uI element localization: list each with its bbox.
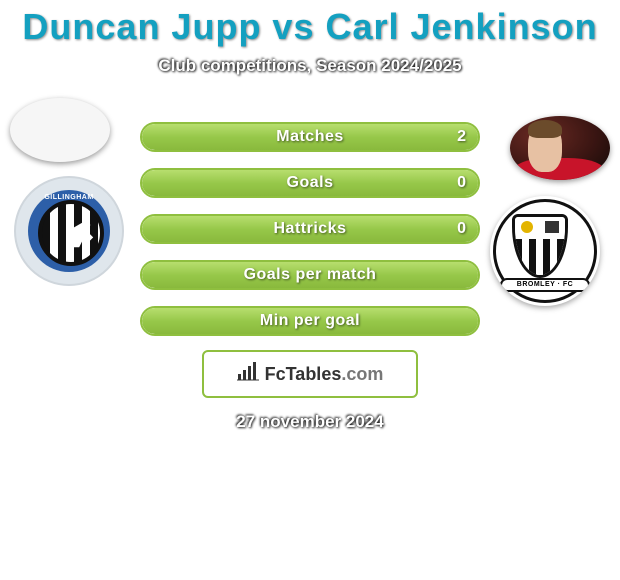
bar-label: Hattricks bbox=[142, 216, 478, 242]
player-left-avatar bbox=[10, 98, 110, 162]
club-left-badge: GILLINGHAM bbox=[14, 176, 124, 286]
bar-label: Goals per match bbox=[142, 262, 478, 288]
sun-icon bbox=[521, 221, 533, 233]
castle-icon bbox=[545, 221, 559, 233]
club-right-banner: BROMLEY · FC bbox=[500, 278, 590, 292]
bar-chart-icon bbox=[237, 362, 259, 387]
brand-name: FcTables bbox=[265, 364, 342, 384]
shield-top bbox=[515, 217, 565, 239]
subtitle: Club competitions, Season 2024/2025 bbox=[0, 56, 620, 76]
bar-matches: Matches 2 bbox=[140, 122, 480, 152]
bar-value: 0 bbox=[457, 216, 466, 242]
bar-label: Min per goal bbox=[142, 308, 478, 334]
bar-value: 0 bbox=[457, 170, 466, 196]
avatar-hair bbox=[528, 120, 562, 138]
bar-goals-per-match: Goals per match bbox=[140, 260, 480, 290]
bar-hattricks: Hattricks 0 bbox=[140, 214, 480, 244]
bar-goals: Goals 0 bbox=[140, 168, 480, 198]
club-right-shield bbox=[512, 214, 568, 278]
bar-value: 2 bbox=[457, 124, 466, 150]
page-title: Duncan Jupp vs Carl Jenkinson bbox=[0, 0, 620, 48]
bar-label: Goals bbox=[142, 170, 478, 196]
stat-bars: Matches 2 Goals 0 Hattricks 0 Goals per … bbox=[140, 122, 480, 352]
shield-stripes bbox=[515, 239, 565, 275]
club-right-badge: BROMLEY · FC bbox=[490, 196, 600, 306]
bar-label: Matches bbox=[142, 124, 478, 150]
brand-suffix: .com bbox=[341, 364, 383, 384]
bar-min-per-goal: Min per goal bbox=[140, 306, 480, 336]
date-text: 27 november 2024 bbox=[0, 412, 620, 432]
fctables-logo[interactable]: FcTables.com bbox=[202, 350, 418, 398]
player-right-avatar bbox=[510, 116, 610, 180]
fctables-text: FcTables.com bbox=[265, 364, 384, 385]
